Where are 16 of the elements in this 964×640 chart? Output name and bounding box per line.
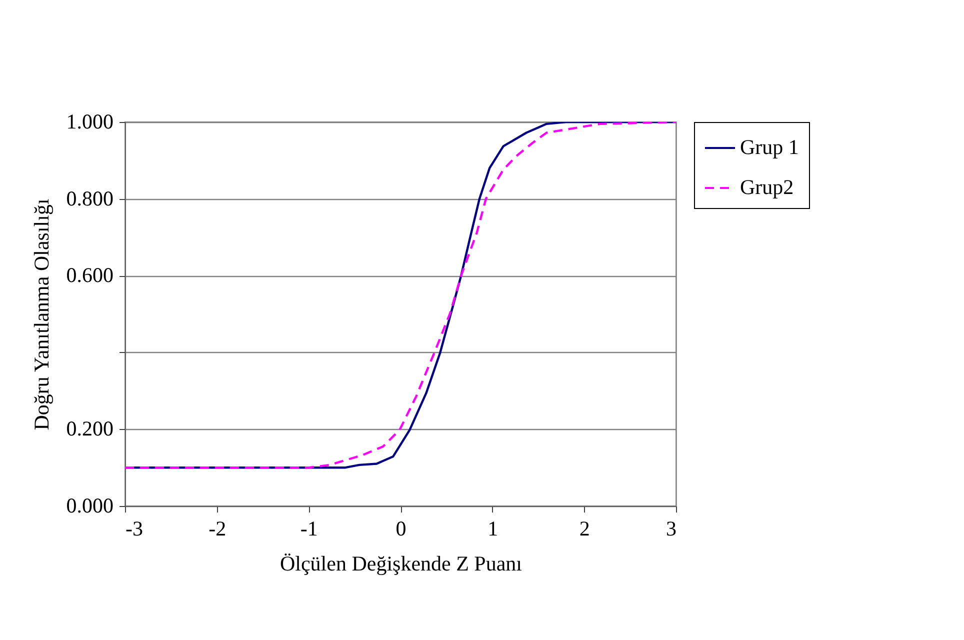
x-tick-label: 3 (666, 516, 676, 540)
x-tick-label: 2 (579, 516, 590, 540)
y-tick-label: 0.000 (66, 494, 114, 518)
y-tick-label: 0.200 (66, 416, 114, 441)
x-tick-label: -3 (126, 516, 143, 540)
x-tick-label: 1 (488, 516, 498, 540)
legend-label: Grup 1 (740, 135, 799, 159)
legend-label: Grup2 (740, 175, 794, 199)
y-tick-label: 0.800 (66, 186, 114, 210)
y-tick-label: 1.000 (66, 110, 114, 134)
x-tick-label: 0 (396, 516, 406, 540)
y-axis-title: Doğru Yanıtlanma Olasılığı (29, 198, 54, 430)
y-tick-label: 0.600 (66, 263, 114, 288)
x-tick-label: -2 (208, 516, 226, 540)
x-tick-label: -1 (300, 516, 318, 540)
x-axis-title: Ölçülen Değişkende Z Puanı (280, 552, 522, 576)
